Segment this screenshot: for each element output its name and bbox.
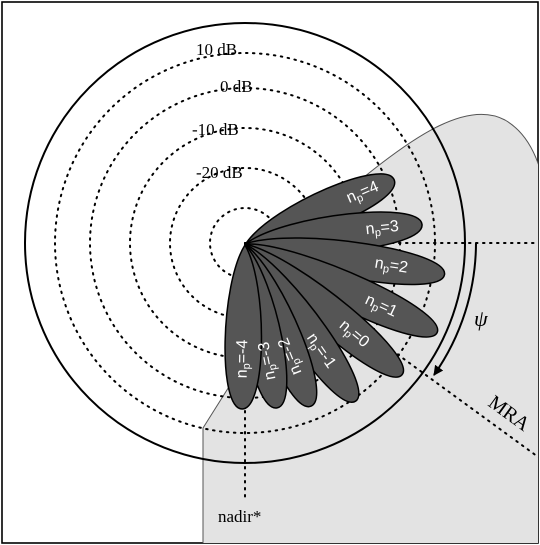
beam-label: np=2 bbox=[373, 255, 409, 279]
nadir-label: nadir* bbox=[218, 507, 261, 526]
ring-label-10db: 10 dB bbox=[196, 40, 237, 59]
svg-text:np=-4: np=-4 bbox=[234, 339, 253, 378]
outer-circle bbox=[24, 22, 466, 464]
ring-label-m20db: -20 dB bbox=[196, 163, 243, 182]
svg-text:np=-3: np=-3 bbox=[256, 340, 282, 382]
psi-label: ψ bbox=[474, 306, 488, 331]
ring-label-m10db: -10 dB bbox=[192, 120, 239, 139]
beam-lobe bbox=[224, 243, 263, 410]
beam-label: np=-4 bbox=[234, 339, 253, 378]
psi-arrow bbox=[433, 242, 477, 376]
ring-label-0db: 0 dB bbox=[220, 77, 253, 96]
beam-label: np=3 bbox=[365, 218, 400, 240]
svg-text:np=2: np=2 bbox=[373, 255, 409, 279]
beam-label: np=-3 bbox=[256, 340, 282, 382]
beam-lobes bbox=[224, 173, 446, 410]
mra-axis-line bbox=[244, 242, 538, 459]
svg-text:np=3: np=3 bbox=[365, 218, 400, 240]
